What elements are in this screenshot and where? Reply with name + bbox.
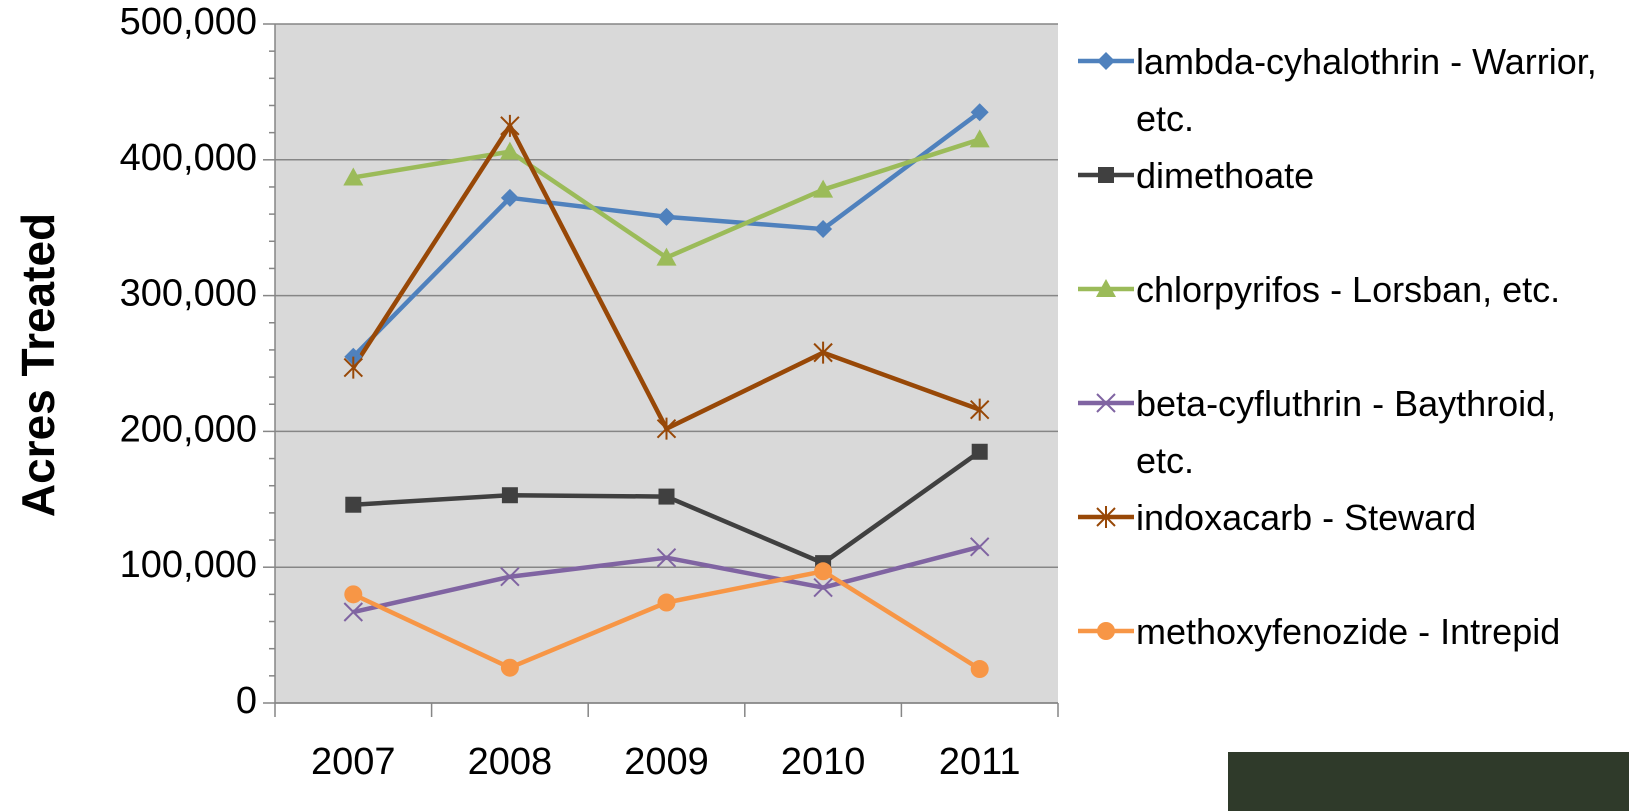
marker bbox=[814, 220, 833, 239]
marker bbox=[813, 341, 833, 364]
legend-label: chlorpyrifos - Lorsban, etc. bbox=[1136, 269, 1561, 310]
y-tick-label: 500,000 bbox=[120, 1, 257, 43]
x-tick-label: 2008 bbox=[468, 741, 553, 783]
marker bbox=[500, 114, 520, 137]
marker bbox=[971, 443, 988, 460]
plot-area bbox=[275, 24, 1058, 703]
marker bbox=[656, 247, 677, 266]
marker bbox=[656, 417, 677, 440]
legend-swatch bbox=[1078, 167, 1134, 183]
legend-label: lambda-cyhalothrin - Warrior, etc. bbox=[1136, 41, 1597, 139]
x-tick-label: 2010 bbox=[781, 741, 866, 783]
legend-entry: chlorpyrifos - Lorsban, etc. bbox=[1076, 261, 1621, 375]
marker bbox=[969, 398, 990, 421]
marker bbox=[969, 537, 990, 557]
marker bbox=[970, 660, 989, 679]
y-tick-label: 400,000 bbox=[120, 137, 257, 179]
legend-label: beta-cyfluthrin - Baythroid, etc. bbox=[1136, 383, 1557, 481]
legend-entry: methoxyfenozide - Intrepid bbox=[1076, 603, 1621, 717]
x-tick-label: 2009 bbox=[624, 741, 709, 783]
marker bbox=[345, 496, 362, 513]
legend-swatch bbox=[1078, 393, 1134, 413]
marker bbox=[1096, 279, 1116, 297]
marker bbox=[343, 602, 364, 622]
marker bbox=[813, 179, 834, 198]
marker bbox=[657, 593, 676, 612]
legend-entry: beta-cyfluthrin - Baythroid, etc. bbox=[1076, 375, 1621, 489]
marker bbox=[344, 585, 363, 604]
legend-label: methoxyfenozide - Intrepid bbox=[1136, 611, 1561, 652]
marker bbox=[500, 188, 519, 207]
marker bbox=[970, 103, 989, 122]
marker bbox=[658, 488, 675, 505]
marker bbox=[499, 141, 520, 160]
legend: lambda-cyhalothrin - Warrior, etc. dimeth… bbox=[1076, 33, 1621, 717]
marker bbox=[500, 566, 520, 587]
marker bbox=[1096, 393, 1116, 413]
marker bbox=[969, 129, 990, 148]
marker bbox=[500, 658, 519, 677]
x-tick-label: 2011 bbox=[939, 741, 1021, 783]
marker bbox=[1096, 506, 1116, 528]
marker bbox=[1097, 52, 1115, 70]
legend-entry: lambda-cyhalothrin - Warrior, etc. bbox=[1076, 33, 1621, 147]
marker bbox=[343, 356, 364, 379]
marker bbox=[656, 547, 677, 568]
y-axis-title: Acres Treated bbox=[12, 213, 64, 517]
marker bbox=[814, 562, 833, 581]
y-tick-label: 100,000 bbox=[120, 544, 257, 586]
legend-entry: indoxacarb - Steward bbox=[1076, 489, 1621, 603]
y-tick-label: 200,000 bbox=[120, 408, 257, 450]
legend-swatch bbox=[1078, 622, 1134, 640]
marker bbox=[501, 487, 518, 504]
legend-swatch bbox=[1078, 279, 1134, 297]
marker bbox=[657, 207, 676, 226]
legend-label: dimethoate bbox=[1136, 155, 1315, 196]
marker bbox=[343, 167, 364, 186]
marker bbox=[813, 577, 833, 598]
legend-swatch bbox=[1078, 506, 1134, 528]
y-tick-label: 300,000 bbox=[120, 273, 257, 315]
legend-label: indoxacarb - Steward bbox=[1136, 497, 1477, 538]
marker bbox=[1098, 167, 1114, 183]
x-tick-label: 2007 bbox=[311, 741, 396, 783]
legend-entry: dimethoate bbox=[1076, 147, 1621, 261]
legend-swatch bbox=[1078, 52, 1134, 70]
y-tick-label: 0 bbox=[236, 680, 257, 722]
marker bbox=[1097, 622, 1115, 640]
photo-thumbnail bbox=[1228, 752, 1629, 811]
